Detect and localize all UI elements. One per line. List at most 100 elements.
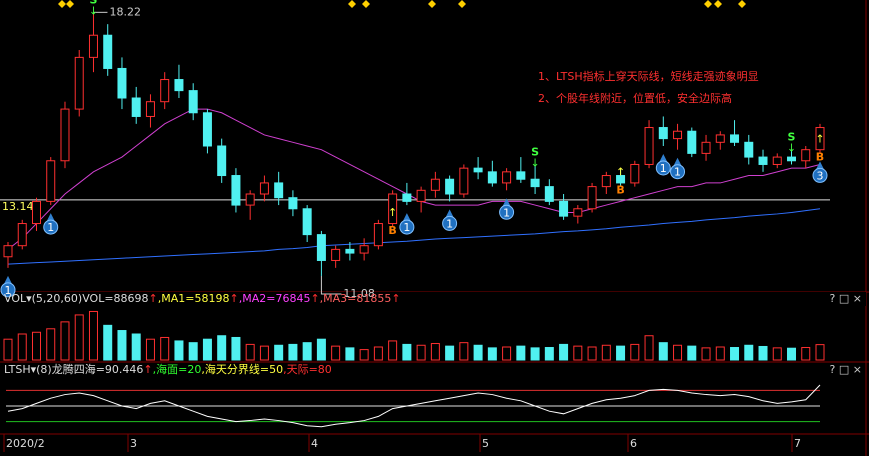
candle-body <box>274 182 284 199</box>
volume-bar <box>331 345 341 361</box>
candle-body <box>103 34 113 69</box>
header-item: ↑ <box>391 292 400 305</box>
candle-body <box>259 182 269 195</box>
candle-body <box>359 245 369 254</box>
annotation: 1、LTSH指标上穿天际线，短线走强迹象明显 <box>538 69 759 83</box>
volume-bar <box>31 331 41 361</box>
top-marker <box>704 0 712 8</box>
candle-body <box>601 175 611 188</box>
ma-line <box>7 208 821 265</box>
badge-label: 1 <box>47 221 54 234</box>
volume-bar <box>587 346 597 361</box>
volume-bar <box>673 344 683 361</box>
candle-body <box>730 134 740 143</box>
candle-body <box>331 248 341 261</box>
volume-bar <box>274 344 284 361</box>
header-item: (8) <box>36 363 52 376</box>
candle-body <box>530 178 540 188</box>
candle-body <box>815 127 825 151</box>
candle-body <box>559 200 569 217</box>
candle-body <box>302 208 312 236</box>
top-marker <box>362 0 370 8</box>
candle-body <box>217 145 227 177</box>
candle-body <box>502 171 512 184</box>
candle-body <box>145 101 155 117</box>
volume-bar <box>459 342 469 361</box>
volume-bar <box>60 321 70 361</box>
candle-body <box>658 127 668 140</box>
volume-bar <box>715 346 725 361</box>
badge <box>442 215 458 231</box>
badge <box>399 219 415 235</box>
top-marker <box>714 0 722 8</box>
candle-body <box>3 245 13 258</box>
candle-body <box>787 156 797 162</box>
volume-bar <box>202 338 212 361</box>
volume-bar <box>473 344 483 361</box>
candle-body <box>88 34 98 58</box>
candle-body <box>430 178 440 191</box>
volume-bar <box>530 347 540 361</box>
sell-signal: S <box>90 0 98 6</box>
volume-bar <box>231 336 241 361</box>
badge <box>0 282 16 298</box>
volume-bar <box>516 345 526 361</box>
candle-body <box>174 79 184 92</box>
volume-bar <box>46 328 56 361</box>
volume-bar <box>160 336 170 361</box>
candle-body <box>402 193 412 202</box>
header-item: ↑ <box>149 292 158 305</box>
volume-bar <box>644 335 654 361</box>
buy-arrow: ↑ <box>616 166 625 179</box>
volume-bar <box>145 338 155 361</box>
candle-body <box>46 160 56 202</box>
volume-bar <box>174 340 184 361</box>
header-item: LTSH▾ <box>4 363 37 376</box>
header-item: ,海面=20 <box>153 362 202 376</box>
header-item: ,MA3=81855 <box>320 292 392 305</box>
candle-body <box>687 130 697 154</box>
volume-bar <box>616 345 626 361</box>
header-item: ↑ <box>310 292 319 305</box>
candle-body <box>445 178 455 195</box>
candle-body <box>459 167 469 195</box>
header-item: 龙腾四海=90.446 <box>52 362 144 376</box>
candle-body <box>60 108 70 162</box>
ref-label: 13.14 <box>2 200 34 213</box>
badge <box>812 167 828 183</box>
volume-bar <box>245 343 255 361</box>
date-label: 3 <box>130 437 137 450</box>
candle-body <box>616 175 626 184</box>
top-marker <box>66 0 74 8</box>
volume-bar <box>17 333 27 361</box>
date-label: 2020/2 <box>6 437 45 450</box>
volume-bar <box>302 342 312 361</box>
volume-bar <box>430 343 440 361</box>
candle-body <box>160 79 170 103</box>
date-label: 7 <box>794 437 801 450</box>
sell-signal: S <box>788 131 796 144</box>
sell-arrow: ↓ <box>787 142 796 155</box>
volume-bar <box>388 340 398 361</box>
volume-bar <box>658 342 668 361</box>
candle-body <box>245 193 255 206</box>
badge-label: 3 <box>817 169 824 182</box>
volume-bar <box>502 346 512 361</box>
volume-bar <box>373 346 383 361</box>
candle-body <box>473 167 483 173</box>
candle-body <box>373 223 383 247</box>
badge <box>499 204 515 220</box>
buy-arrow: ↑ <box>388 206 397 219</box>
header-item: VOL=88698 <box>82 292 148 305</box>
volume-bar <box>687 345 697 361</box>
header-item: ,天际=80 <box>283 363 332 376</box>
candle-body <box>801 149 811 162</box>
panel-icons: ? □ × <box>830 363 862 376</box>
volume-bar <box>359 349 369 361</box>
candle-body <box>117 67 127 99</box>
low-label: 11.08 <box>343 287 375 300</box>
volume-bar <box>259 345 269 361</box>
candle-body <box>202 112 212 147</box>
candle-body <box>188 90 198 114</box>
candle-body <box>131 97 141 117</box>
